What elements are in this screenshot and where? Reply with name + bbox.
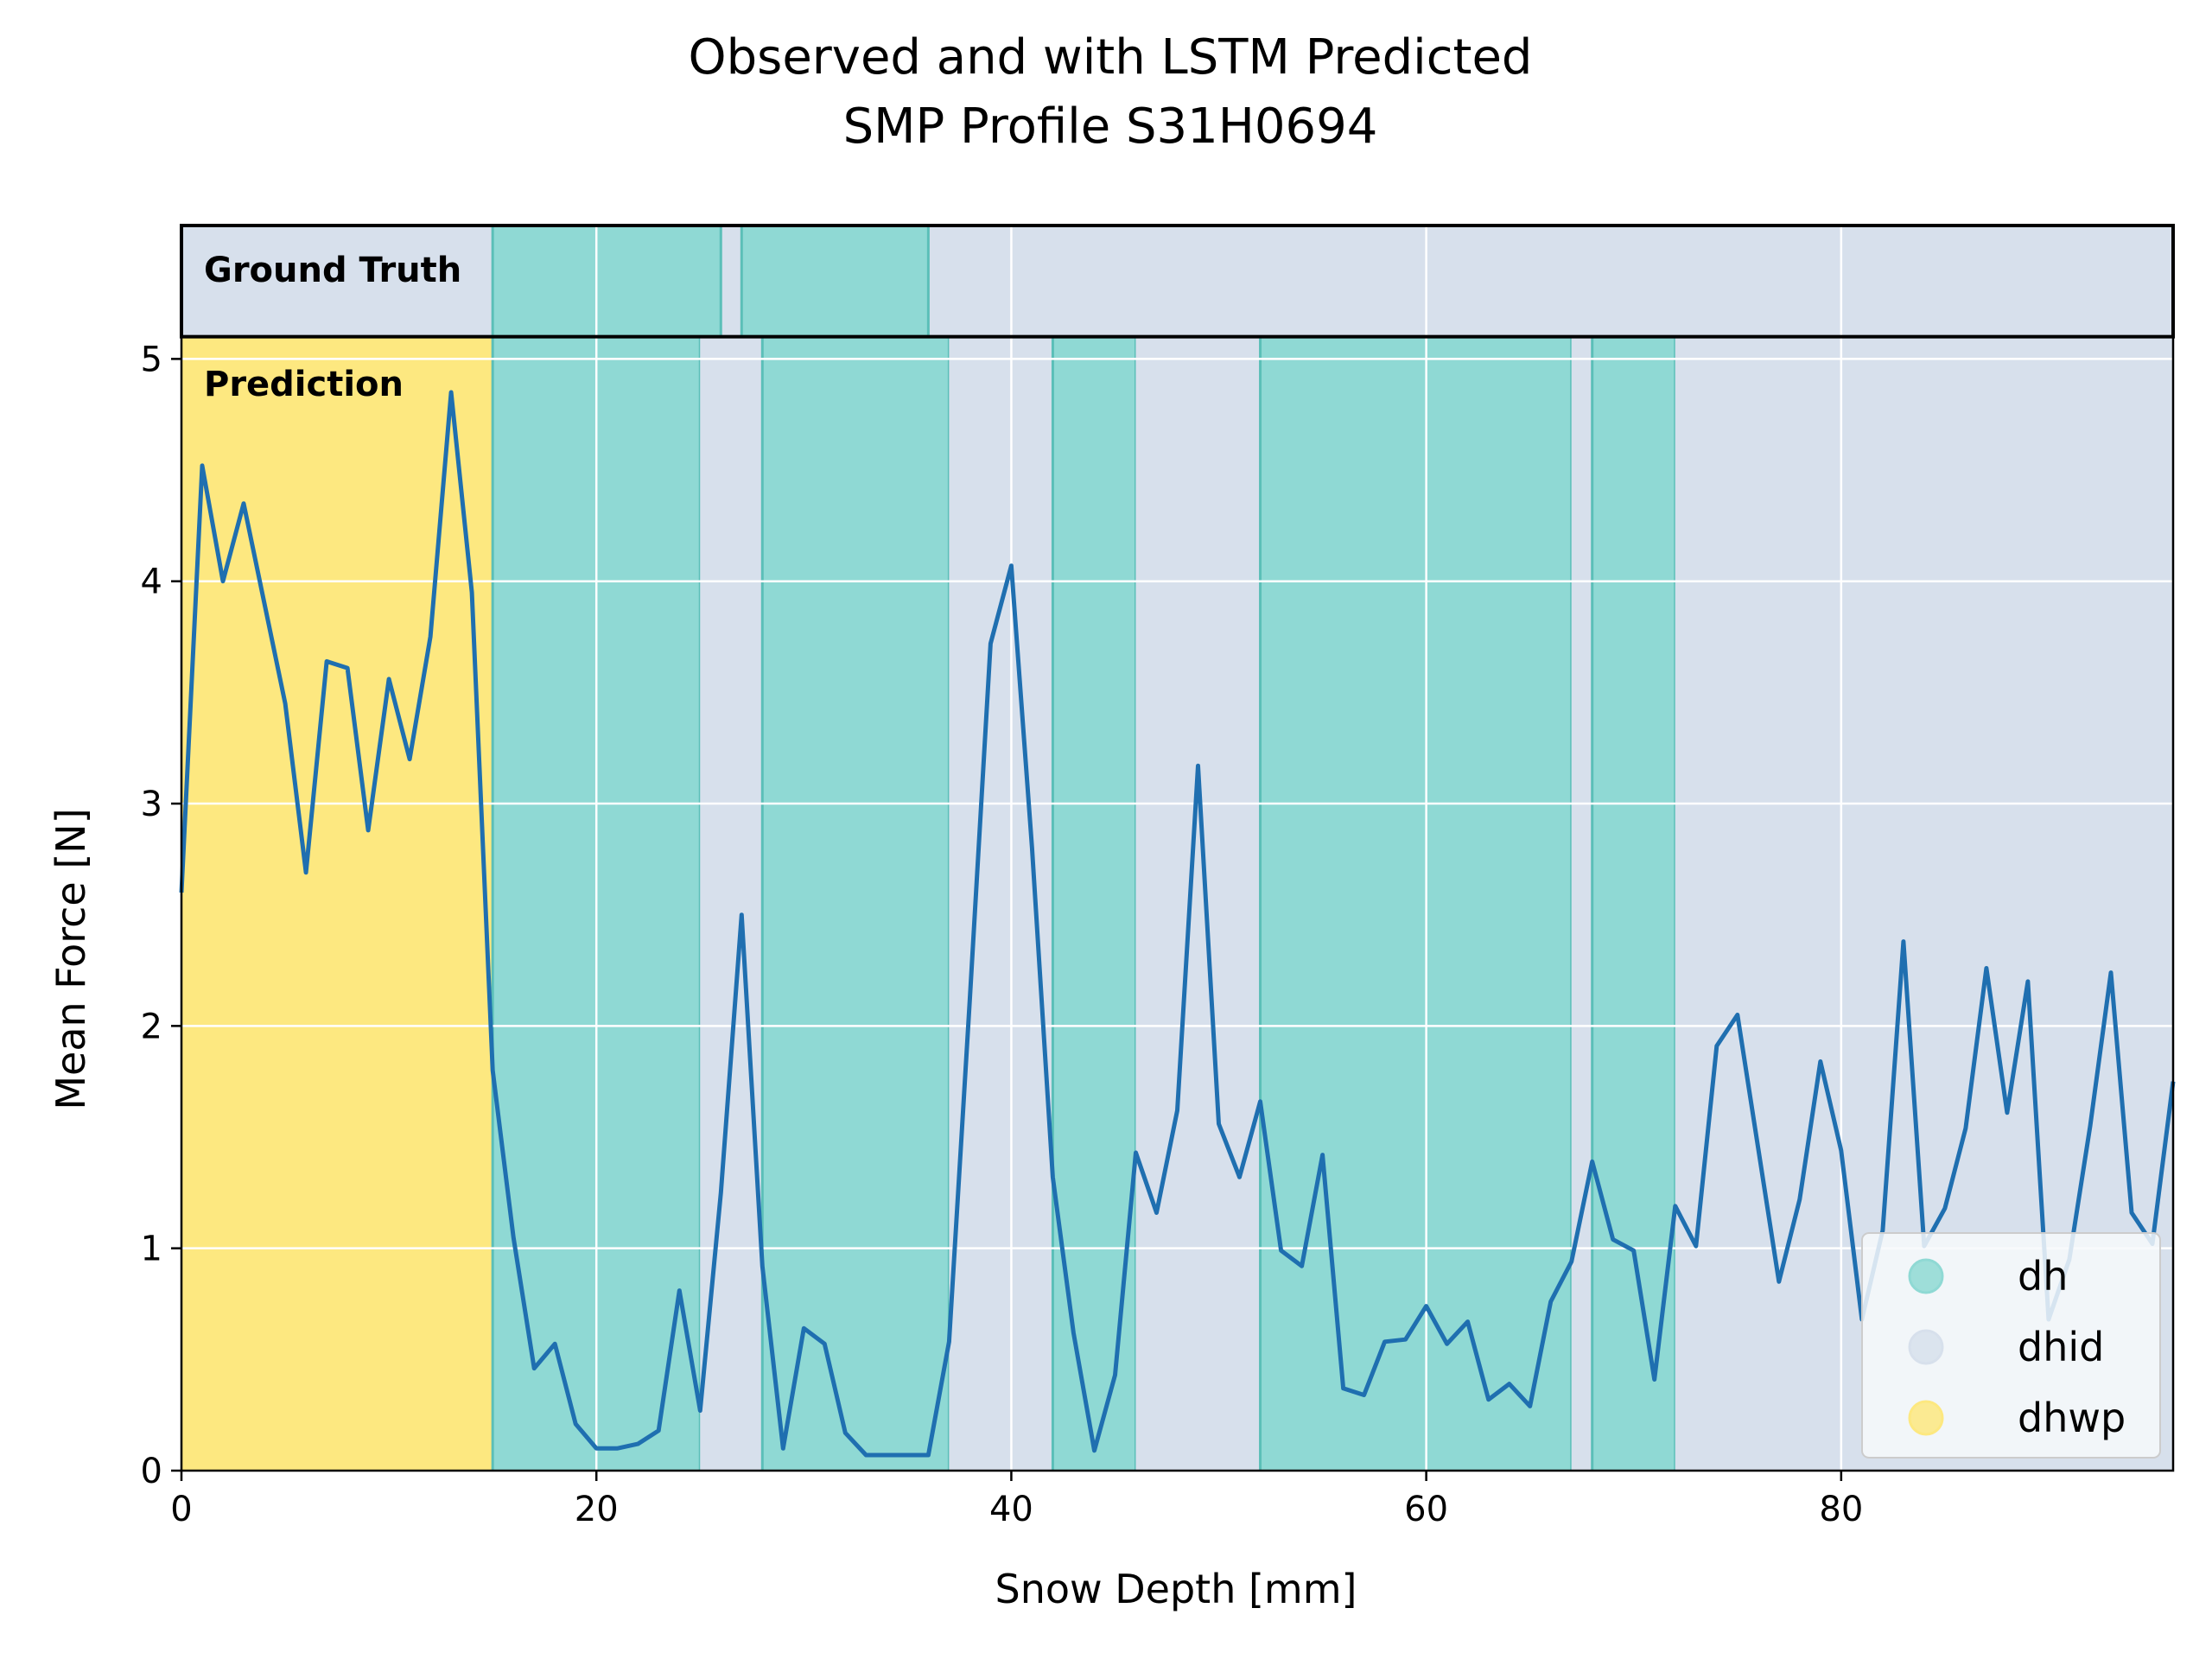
legend-label: dhid <box>2018 1324 2104 1370</box>
series-line <box>179 390 2176 1458</box>
legend-marker <box>1908 1400 1944 1436</box>
ground-truth-segment-dhid <box>928 226 2173 337</box>
prediction-segment-dhid <box>1135 336 1261 1471</box>
legend-item-dhid: dhid <box>1908 1324 2104 1370</box>
ground-truth-segment-dh <box>741 226 929 337</box>
class-bands <box>181 226 2173 1471</box>
legend: dh dhid dhwp <box>1861 1232 2161 1459</box>
y-tick-label: 1 <box>141 1230 162 1269</box>
ground-truth-label: Ground Truth <box>204 251 461 290</box>
x-axis-label: Snow Depth [mm] <box>995 1566 1357 1612</box>
x-tick-label: 80 <box>1819 1490 1863 1529</box>
ground-truth-segment-dhid <box>721 226 742 337</box>
prediction-segment-dh <box>1260 336 1572 1471</box>
chart-title-line2: SMP Profile S31H0694 <box>843 99 1378 155</box>
axis-ticks: 0 20 40 60 80 0 1 2 3 4 5 <box>141 340 1864 1529</box>
plot-frame <box>180 335 2175 1472</box>
legend-marker <box>1908 1329 1944 1365</box>
prediction-label: Prediction <box>204 365 404 404</box>
x-tick-label: 60 <box>1404 1490 1448 1529</box>
legend-label: dhwp <box>2018 1395 2126 1441</box>
y-tick-label: 2 <box>141 1007 162 1046</box>
prediction-segment-dh <box>762 336 950 1471</box>
prediction-segment-dh <box>1592 336 1675 1471</box>
legend-item-dhwp: dhwp <box>1908 1395 2126 1441</box>
force-series <box>179 390 2176 1458</box>
ground-truth-segment-dhid <box>181 226 493 337</box>
y-tick-label: 0 <box>141 1452 162 1491</box>
legend-item-dh: dh <box>1908 1253 2068 1300</box>
prediction-segment-dhwp <box>181 336 493 1471</box>
y-axis-label: Mean Force [N] <box>48 808 94 1109</box>
prediction-segment-dhid <box>1571 336 1592 1471</box>
legend-marker <box>1908 1258 1944 1294</box>
y-tick-label: 4 <box>141 563 162 602</box>
legend-label: dh <box>2018 1253 2068 1300</box>
x-tick-label: 0 <box>170 1490 192 1529</box>
y-tick-label: 5 <box>141 340 162 379</box>
x-tick-label: 40 <box>989 1490 1033 1529</box>
ground-truth-segment-dh <box>493 226 721 337</box>
x-tick-label: 20 <box>575 1490 619 1529</box>
chart-title-line1: Observed and with LSTM Predicted <box>689 29 1533 86</box>
y-tick-label: 3 <box>141 785 162 824</box>
